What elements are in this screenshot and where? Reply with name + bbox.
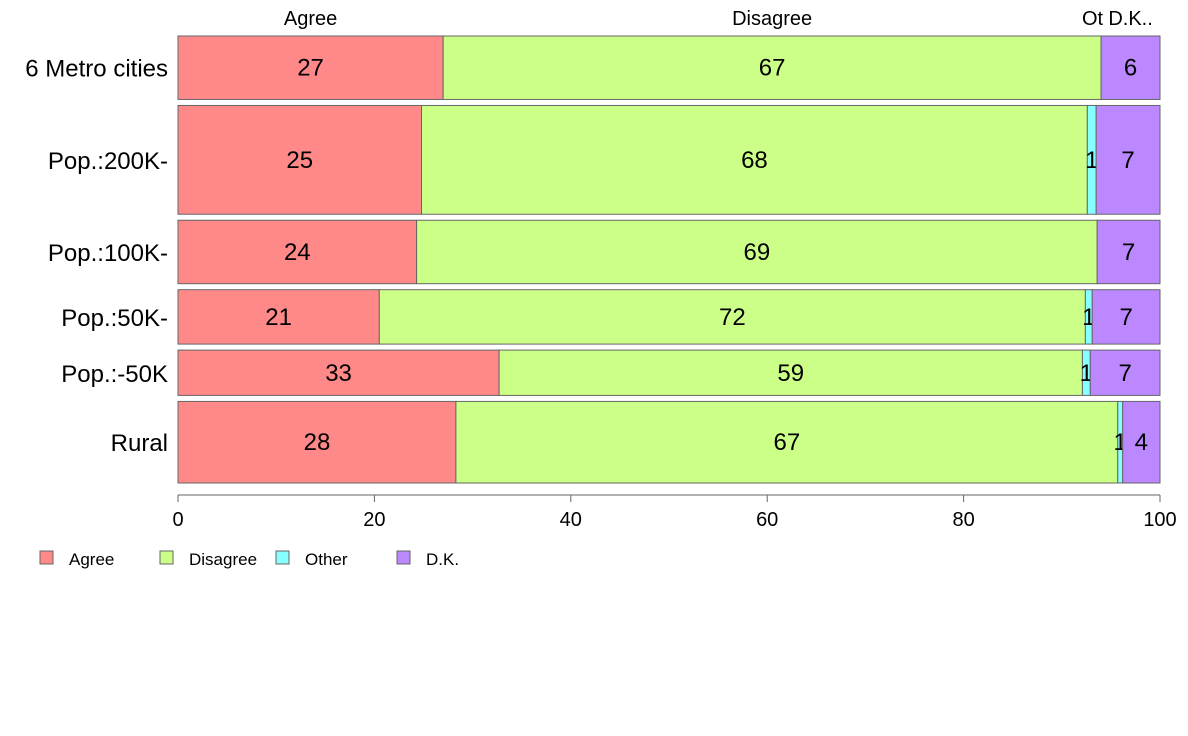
bar-segment-d-k: [1089, 349, 1161, 396]
data-label-disagree: 67: [759, 55, 786, 82]
x-tick-label: 40: [560, 509, 582, 531]
legend-label: Disagree: [189, 550, 257, 569]
bar-segment-disagree: [442, 35, 1102, 100]
bar-row-pop-100k: 24 69 7: [177, 219, 1161, 285]
category-label: Pop.:100K-: [48, 240, 168, 267]
bar-row-rural: 28 67 1 4: [177, 400, 1161, 484]
data-label-disagree: 67: [773, 429, 800, 456]
data-label-disagree: 68: [741, 147, 768, 174]
column-header-other: Ot: [1082, 8, 1104, 30]
category-label: Rural: [111, 430, 168, 457]
bar-segment-disagree: [421, 104, 1088, 215]
bar-segment-d-k: [1096, 219, 1161, 285]
data-label-disagree: 72: [719, 304, 746, 331]
legend-label: Agree: [69, 550, 114, 569]
category-label: Pop.:200K-: [48, 148, 168, 175]
data-label-d-k: 6: [1124, 55, 1137, 82]
bar-segment-d-k: [1100, 35, 1161, 100]
data-label-d-k: 7: [1119, 304, 1132, 331]
x-tick-label: 0: [172, 509, 183, 531]
bar-segment-agree: [177, 104, 423, 215]
bar-segment-d-k: [1091, 289, 1161, 345]
data-label-agree: 25: [286, 147, 313, 174]
bar-segment-disagree: [498, 349, 1083, 396]
legend-swatch: [39, 550, 54, 565]
legend-item-disagree: Disagree: [159, 550, 257, 569]
bar-row-6-metro-cities: 27 67 6: [177, 35, 1161, 100]
data-label-agree: 27: [297, 55, 324, 82]
legend-swatch: [275, 550, 290, 565]
legend-swatch: [396, 550, 411, 565]
bar-segment-d-k: [1095, 104, 1161, 215]
category-label: Pop.:-50K: [61, 361, 168, 388]
legend-item-agree: Agree: [39, 550, 114, 569]
x-axis: 0 20 40 60 80 100: [172, 494, 1177, 531]
bar-segment-agree: [177, 219, 418, 285]
data-label-agree: 28: [304, 429, 331, 456]
data-label-d-k: 7: [1122, 239, 1135, 266]
x-tick-label: 80: [952, 509, 974, 531]
data-label-d-k: 7: [1121, 147, 1134, 174]
data-label-other: 1: [1080, 360, 1093, 387]
column-header-disagree: Disagree: [732, 8, 812, 30]
category-labels: 6 Metro cities Pop.:200K- Pop.:100K- Pop.:5…: [25, 56, 168, 457]
bar-segment-d-k: [1122, 400, 1161, 484]
bar-row-pop-200k: 25 68 1 7: [177, 104, 1161, 215]
x-tick-label: 60: [756, 509, 778, 531]
data-label-agree: 21: [265, 304, 292, 331]
legend: Agree Disagree Other D.K.: [39, 550, 459, 569]
bar-segment-disagree: [455, 400, 1119, 484]
bar-segment-agree: [177, 349, 500, 396]
column-header-d-k: D.K..: [1108, 8, 1152, 30]
legend-item-other: Other: [275, 550, 348, 569]
data-label-disagree: 59: [777, 360, 804, 387]
bar-segment-agree: [177, 35, 444, 100]
data-label-d-k: 4: [1135, 429, 1148, 456]
data-label-d-k: 7: [1118, 360, 1131, 387]
bar-rows: 27 67 625 68 1 724 69 721 72 1 733 59 1 728 67 1 4: [177, 35, 1161, 484]
column-header-agree: Agree: [284, 8, 337, 30]
data-label-other: 1: [1085, 147, 1098, 174]
bar-segment-agree: [177, 400, 457, 484]
bar-segment-disagree: [416, 219, 1098, 285]
legend-swatch: [159, 550, 174, 565]
x-tick-label: 100: [1143, 509, 1176, 531]
bar-row-pop-50k: 33 59 1 7: [177, 349, 1161, 396]
data-label-agree: 33: [325, 360, 352, 387]
legend-item-d-k: D.K.: [396, 550, 459, 569]
data-label-disagree: 69: [744, 239, 771, 266]
category-label: Pop.:50K-: [61, 305, 168, 332]
legend-label: Other: [305, 550, 348, 569]
bar-segment-disagree: [378, 289, 1086, 345]
column-header-labels: Agree Disagree Ot D.K..: [284, 8, 1153, 30]
category-label: 6 Metro cities: [25, 56, 168, 83]
data-label-agree: 24: [284, 239, 311, 266]
x-tick-label: 20: [363, 509, 385, 531]
legend-label: D.K.: [426, 550, 459, 569]
bar-row-pop-50k: 21 72 1 7: [177, 289, 1161, 345]
